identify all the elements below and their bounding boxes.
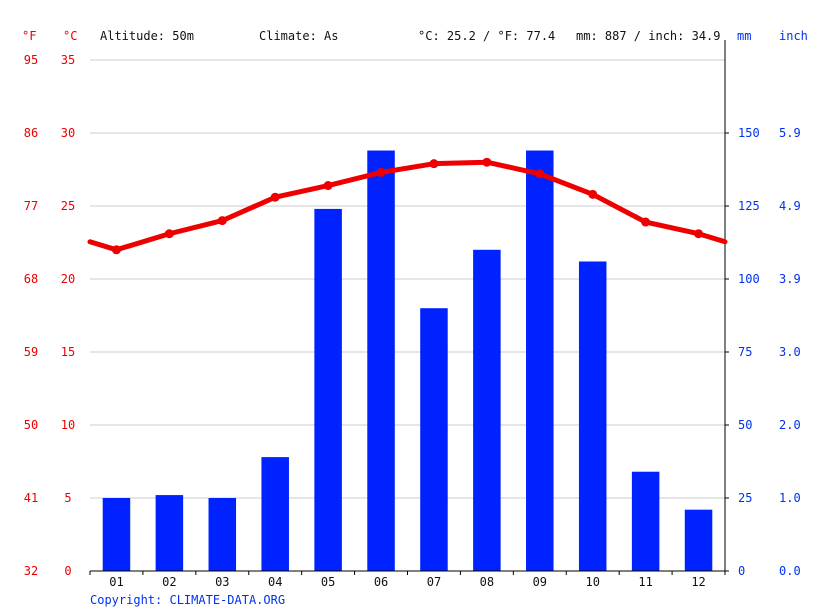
axes [89, 40, 729, 575]
y-tick-celsius: 25 [61, 199, 75, 213]
y-tick-fahrenheit: 95 [24, 53, 38, 67]
y-tick-fahrenheit: 41 [24, 491, 38, 505]
y-tick-fahrenheit: 77 [24, 199, 38, 213]
temperature-point [111, 245, 121, 255]
temperature-point [270, 192, 280, 202]
precipitation-bar [155, 495, 184, 571]
unit-fahrenheit-label: °F [22, 29, 36, 43]
temperature-average-label: °C: 25.2 / °F: 77.4 [418, 29, 555, 43]
precipitation-bar [684, 509, 713, 571]
y-tick-celsius: 35 [61, 53, 75, 67]
x-tick-month: 07 [427, 575, 441, 589]
precipitation-total-label: mm: 887 / inch: 34.9 [576, 29, 721, 43]
y-tick-mm: 0 [738, 564, 745, 578]
precipitation-bar [261, 457, 289, 571]
precipitation-bar [473, 249, 501, 572]
x-tick-month: 03 [215, 575, 229, 589]
y-tick-inch: 2.0 [779, 418, 801, 432]
temperature-point [641, 217, 651, 227]
grid-lines [90, 59, 725, 499]
y-tick-mm: 75 [738, 345, 752, 359]
x-tick-month: 11 [638, 575, 652, 589]
y-tick-mm: 25 [738, 491, 752, 505]
temperature-point [164, 229, 174, 239]
x-tick-month: 10 [585, 575, 599, 589]
y-tick-mm: 125 [738, 199, 760, 213]
precipitation-bar [208, 498, 237, 571]
y-tick-fahrenheit: 32 [24, 564, 38, 578]
y-tick-mm: 50 [738, 418, 752, 432]
y-tick-mm: 150 [738, 126, 760, 140]
tick-labels: 0 32 5 41 10 50 15 59 20 68 25 77 30 86 35 95 0 0.0 25 1.0 5… [24, 53, 801, 589]
unit-celsius-label: °C [63, 29, 77, 43]
y-tick-inch: 0.0 [779, 564, 801, 578]
temperature-line-path [87, 159, 728, 253]
temperature-point [588, 189, 598, 199]
precipitation-bars [102, 150, 713, 572]
temperature-point [323, 181, 333, 191]
y-tick-inch: 3.0 [779, 345, 801, 359]
temperature-point [217, 216, 227, 226]
y-tick-celsius: 5 [64, 491, 71, 505]
precipitation-bar [526, 150, 554, 571]
x-tick-month: 12 [691, 575, 705, 589]
y-tick-celsius: 15 [61, 345, 75, 359]
y-tick-celsius: 30 [61, 126, 75, 140]
y-tick-mm: 100 [738, 272, 760, 286]
y-tick-inch: 1.0 [779, 491, 801, 505]
y-tick-celsius: 0 [64, 564, 71, 578]
y-tick-inch: 5.9 [779, 126, 801, 140]
x-tick-month: 04 [268, 575, 282, 589]
y-tick-celsius: 10 [61, 418, 75, 432]
precipitation-bar [631, 471, 660, 571]
temperature-point [429, 159, 439, 169]
precipitation-bar [367, 150, 395, 571]
temperature-line [87, 157, 728, 255]
y-tick-celsius: 20 [61, 272, 75, 286]
altitude-label: Altitude: 50m [100, 29, 194, 43]
y-tick-inch: 4.9 [779, 199, 801, 213]
x-tick-month: 05 [321, 575, 335, 589]
x-tick-month: 02 [162, 575, 176, 589]
y-tick-fahrenheit: 59 [24, 345, 38, 359]
climate-label: Climate: As [259, 29, 338, 43]
y-tick-inch: 3.9 [779, 272, 801, 286]
copyright-label: Copyright: CLIMATE-DATA.ORG [90, 593, 285, 607]
unit-inch-label: inch [779, 29, 808, 43]
precipitation-bar [102, 498, 131, 571]
unit-mm-label: mm [737, 29, 751, 43]
x-tick-month: 06 [374, 575, 388, 589]
y-tick-fahrenheit: 86 [24, 126, 38, 140]
x-tick-month: 09 [533, 575, 547, 589]
temperature-point [376, 167, 386, 177]
x-tick-month: 08 [480, 575, 494, 589]
precipitation-bar [578, 261, 607, 571]
temperature-point [482, 157, 492, 167]
y-tick-fahrenheit: 68 [24, 272, 38, 286]
y-tick-fahrenheit: 50 [24, 418, 38, 432]
temperature-point [535, 169, 545, 179]
x-tick-month: 01 [109, 575, 123, 589]
precipitation-bar [420, 308, 448, 571]
precipitation-bar [314, 208, 342, 572]
temperature-point [694, 229, 704, 239]
